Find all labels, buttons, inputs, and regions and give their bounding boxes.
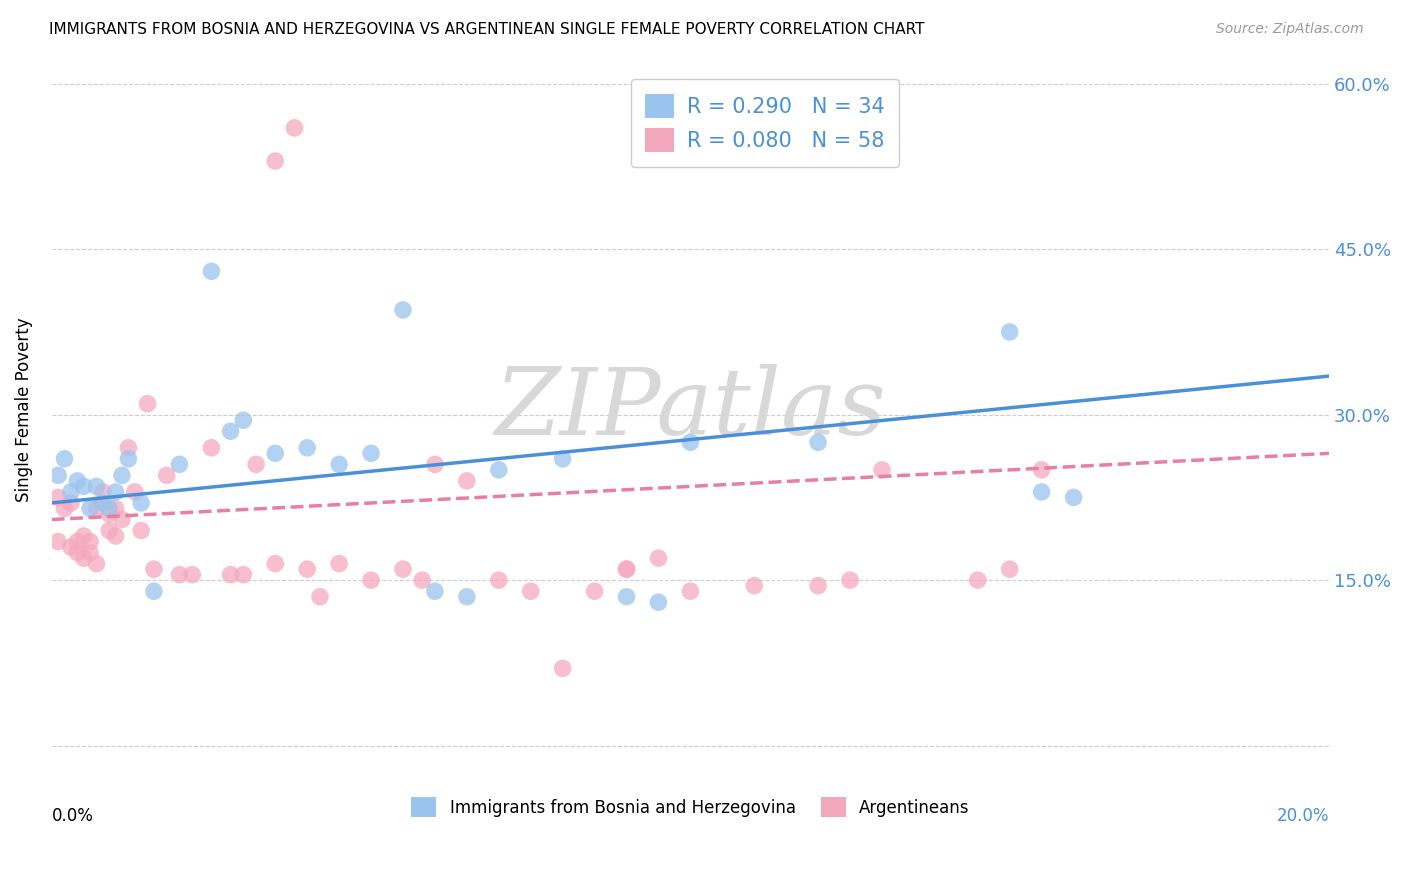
Point xyxy=(998,562,1021,576)
Point xyxy=(360,446,382,460)
Point xyxy=(679,584,702,599)
Point xyxy=(73,479,96,493)
Point xyxy=(59,484,82,499)
Point xyxy=(283,120,305,135)
Point xyxy=(91,496,114,510)
Point xyxy=(46,468,69,483)
Point xyxy=(264,153,287,168)
Point xyxy=(423,458,446,472)
Point xyxy=(66,546,89,560)
Point xyxy=(169,567,191,582)
Point xyxy=(488,573,510,587)
Point xyxy=(232,567,254,582)
Point xyxy=(59,496,82,510)
Point xyxy=(616,590,638,604)
Point xyxy=(219,424,242,438)
Point xyxy=(679,435,702,450)
Point xyxy=(295,441,318,455)
Point xyxy=(583,584,606,599)
Point xyxy=(807,435,830,450)
Point xyxy=(392,562,415,576)
Point xyxy=(136,397,159,411)
Point xyxy=(245,458,267,472)
Point xyxy=(156,468,179,483)
Point xyxy=(46,534,69,549)
Point xyxy=(129,496,152,510)
Legend: Immigrants from Bosnia and Herzegovina, Argentineans: Immigrants from Bosnia and Herzegovina, … xyxy=(405,790,976,824)
Point xyxy=(86,501,108,516)
Text: 0.0%: 0.0% xyxy=(52,807,94,825)
Point xyxy=(519,584,541,599)
Point xyxy=(616,562,638,576)
Point xyxy=(309,590,332,604)
Point xyxy=(870,463,893,477)
Point xyxy=(1063,491,1085,505)
Point xyxy=(219,567,242,582)
Point xyxy=(98,507,121,521)
Point xyxy=(742,579,765,593)
Point xyxy=(839,573,862,587)
Point xyxy=(360,573,382,587)
Point xyxy=(1031,463,1053,477)
Point xyxy=(423,584,446,599)
Point xyxy=(456,474,478,488)
Point xyxy=(295,562,318,576)
Point xyxy=(53,501,76,516)
Point xyxy=(200,441,222,455)
Point xyxy=(59,540,82,554)
Point xyxy=(456,590,478,604)
Point xyxy=(91,484,114,499)
Point xyxy=(117,451,139,466)
Text: IMMIGRANTS FROM BOSNIA AND HERZEGOVINA VS ARGENTINEAN SINGLE FEMALE POVERTY CORR: IMMIGRANTS FROM BOSNIA AND HERZEGOVINA V… xyxy=(49,22,925,37)
Point xyxy=(181,567,204,582)
Point xyxy=(328,458,350,472)
Text: Source: ZipAtlas.com: Source: ZipAtlas.com xyxy=(1216,22,1364,37)
Point xyxy=(73,551,96,566)
Point xyxy=(264,446,287,460)
Point xyxy=(142,562,165,576)
Point xyxy=(98,501,121,516)
Point xyxy=(264,557,287,571)
Point xyxy=(111,512,134,526)
Point xyxy=(66,474,89,488)
Point xyxy=(117,441,139,455)
Point xyxy=(86,557,108,571)
Point xyxy=(79,501,101,516)
Point xyxy=(200,264,222,278)
Point xyxy=(124,484,146,499)
Point xyxy=(142,584,165,599)
Point xyxy=(1031,484,1053,499)
Point xyxy=(66,534,89,549)
Point xyxy=(46,491,69,505)
Point xyxy=(111,468,134,483)
Point xyxy=(86,479,108,493)
Point xyxy=(79,534,101,549)
Point xyxy=(91,496,114,510)
Point xyxy=(79,546,101,560)
Point xyxy=(73,529,96,543)
Point xyxy=(488,463,510,477)
Text: 20.0%: 20.0% xyxy=(1277,807,1329,825)
Point xyxy=(328,557,350,571)
Point xyxy=(966,573,988,587)
Text: ZIPatlas: ZIPatlas xyxy=(495,364,886,454)
Point xyxy=(53,451,76,466)
Point xyxy=(647,595,669,609)
Point xyxy=(998,325,1021,339)
Point xyxy=(104,529,127,543)
Point xyxy=(104,501,127,516)
Point xyxy=(392,302,415,317)
Point xyxy=(98,524,121,538)
Point xyxy=(232,413,254,427)
Point xyxy=(807,579,830,593)
Point xyxy=(129,524,152,538)
Y-axis label: Single Female Poverty: Single Female Poverty xyxy=(15,317,32,501)
Point xyxy=(551,661,574,675)
Point xyxy=(616,562,638,576)
Point xyxy=(104,484,127,499)
Point xyxy=(647,551,669,566)
Point xyxy=(551,451,574,466)
Point xyxy=(169,458,191,472)
Point xyxy=(411,573,433,587)
